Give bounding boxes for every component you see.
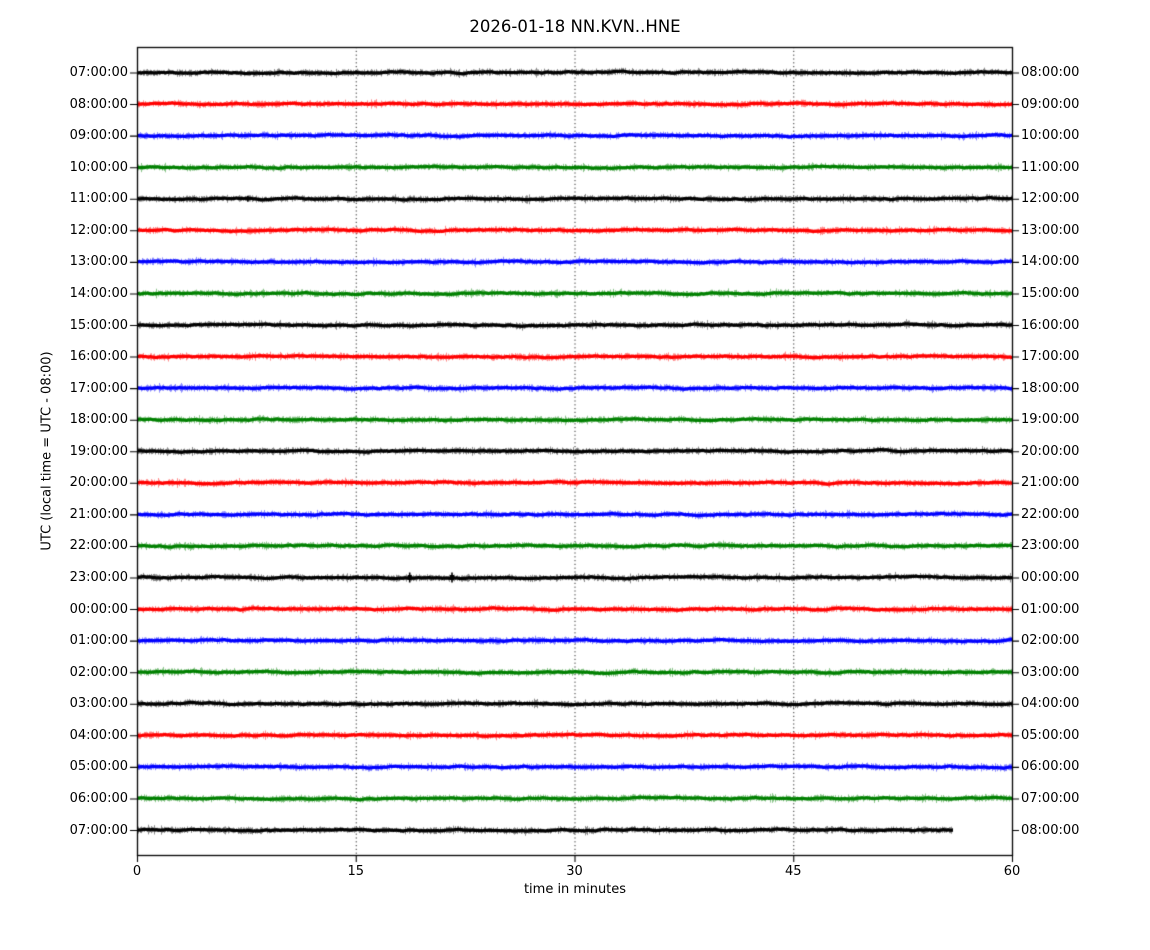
x-tick-label: 0 [132,864,142,879]
y-tick-label-utc: 20:00:00 [69,475,128,491]
x-tick-label: 30 [566,864,583,879]
y-tick-label-utc: 21:00:00 [69,506,128,522]
y-tick-label-local: 08:00:00 [1021,65,1080,80]
y-tick-label-utc: 14:00:00 [69,285,128,301]
y-tick-label-local: 22:00:00 [1021,506,1080,522]
y-tick-label-local: 08:00:00 [1021,822,1080,838]
y-tick-label-local: 18:00:00 [1021,380,1080,396]
y-tick-label-local: 20:00:00 [1021,443,1080,459]
y-tick-label-utc: 15:00:00 [69,317,128,333]
y-tick-label-local: 15:00:00 [1021,285,1080,301]
y-tick-label-local: 02:00:00 [1021,633,1080,649]
y-tick-label-local: 07:00:00 [1021,790,1080,806]
y-tick-label-local: 11:00:00 [1021,159,1080,175]
y-tick-label-local: 10:00:00 [1021,128,1080,144]
y-tick-label-utc: 07:00:00 [69,822,128,838]
y-tick-label-utc: 22:00:00 [69,538,128,554]
plot-title: 2026-01-18 NN.KVN..HNE [469,17,681,36]
y-tick-label-local: 12:00:00 [1021,191,1080,207]
y-tick-label-utc: 11:00:00 [69,191,128,207]
y-tick-label-local: 19:00:00 [1021,412,1080,428]
y-tick-label-utc: 08:00:00 [69,96,128,112]
y-tick-label-local: 00:00:00 [1021,570,1080,585]
x-tick-label: 60 [1003,864,1021,879]
y-tick-label-utc: 19:00:00 [69,443,128,459]
y-tick-label-utc: 01:00:00 [69,633,128,649]
y-tick-label-local: 17:00:00 [1021,349,1080,365]
y-tick-label-utc: 09:00:00 [69,128,128,144]
y-tick-label-utc: 02:00:00 [69,664,128,680]
y-tick-label-utc: 03:00:00 [69,696,128,712]
y-tick-label-utc: 16:00:00 [69,349,128,365]
x-tick-label: 15 [347,864,365,879]
y-tick-label-utc: 10:00:00 [69,159,128,175]
y-tick-label-utc: 13:00:00 [69,254,128,270]
y-tick-label-local: 09:00:00 [1021,96,1080,112]
y-tick-label-local: 04:00:00 [1021,696,1080,712]
y-tick-label-local: 05:00:00 [1021,727,1080,743]
x-axis-label: time in minutes [523,882,627,897]
x-tick-label: 45 [784,864,802,879]
y-tick-label-local: 06:00:00 [1021,759,1080,775]
y-tick-label-local: 16:00:00 [1021,317,1080,333]
y-tick-label-local: 21:00:00 [1021,475,1080,491]
y-axis-label: UTC (local time = UTC - 08:00) [39,351,55,551]
y-tick-label-utc: 00:00:00 [69,601,128,617]
y-tick-label-utc: 04:00:00 [69,727,128,743]
y-tick-label-local: 01:00:00 [1021,601,1080,617]
y-tick-label-utc: 12:00:00 [69,222,128,238]
y-tick-label-utc: 07:00:00 [69,65,128,80]
y-tick-label-utc: 05:00:00 [69,759,128,775]
y-tick-label-local: 03:00:00 [1021,664,1080,680]
y-tick-label-utc: 06:00:00 [69,790,128,806]
y-tick-label-utc: 23:00:00 [69,570,128,585]
y-tick-label-local: 14:00:00 [1021,254,1080,270]
y-tick-label-utc: 17:00:00 [69,380,128,396]
y-tick-label-local: 13:00:00 [1021,222,1080,238]
y-tick-label-local: 23:00:00 [1021,538,1080,554]
y-tick-label-utc: 18:00:00 [69,412,128,428]
